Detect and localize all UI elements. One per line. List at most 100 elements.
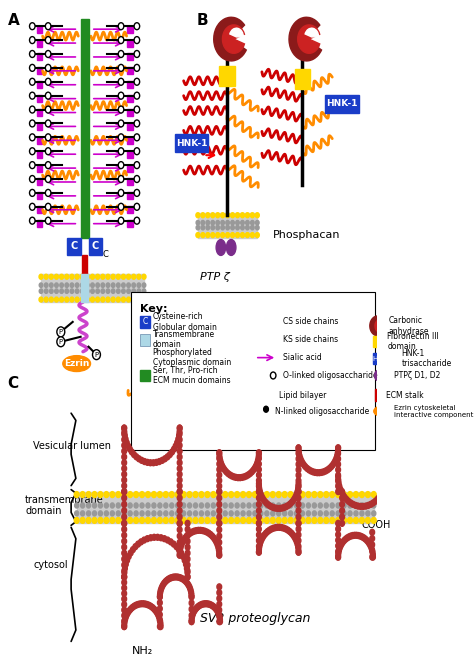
Circle shape (85, 275, 89, 279)
Text: ECM stalk: ECM stalk (386, 391, 423, 400)
Text: A: A (8, 13, 19, 28)
Circle shape (336, 543, 340, 549)
Circle shape (87, 511, 91, 516)
Circle shape (277, 503, 281, 508)
Circle shape (205, 503, 210, 508)
Circle shape (303, 464, 308, 470)
Circle shape (255, 220, 259, 225)
Circle shape (256, 538, 261, 544)
Circle shape (258, 539, 263, 544)
Circle shape (358, 504, 363, 510)
Circle shape (340, 520, 345, 526)
Circle shape (55, 275, 58, 279)
Circle shape (283, 503, 287, 508)
Circle shape (211, 535, 216, 541)
Circle shape (160, 457, 164, 463)
Circle shape (271, 505, 276, 511)
Circle shape (315, 470, 319, 476)
Circle shape (217, 503, 221, 508)
Circle shape (181, 576, 185, 582)
Circle shape (289, 503, 292, 508)
Circle shape (122, 460, 127, 466)
Circle shape (129, 449, 134, 455)
Circle shape (154, 459, 159, 465)
Circle shape (118, 51, 124, 57)
Circle shape (301, 511, 304, 516)
Circle shape (70, 289, 73, 294)
Circle shape (342, 494, 347, 500)
Circle shape (157, 606, 162, 612)
Circle shape (317, 470, 322, 476)
Circle shape (111, 283, 115, 287)
Circle shape (354, 492, 358, 498)
Circle shape (157, 618, 162, 624)
Text: C: C (91, 242, 99, 251)
Circle shape (319, 469, 324, 475)
Circle shape (206, 220, 210, 225)
Circle shape (163, 456, 167, 462)
Circle shape (70, 297, 74, 302)
Circle shape (134, 92, 140, 99)
Circle shape (217, 514, 222, 520)
Circle shape (157, 594, 162, 600)
Circle shape (214, 607, 219, 612)
Circle shape (365, 517, 370, 523)
Circle shape (256, 520, 261, 526)
Circle shape (264, 407, 268, 412)
Circle shape (216, 544, 220, 550)
Circle shape (334, 455, 339, 461)
Circle shape (173, 574, 177, 580)
Circle shape (289, 511, 292, 516)
Circle shape (177, 437, 182, 443)
Circle shape (46, 162, 51, 168)
Circle shape (231, 474, 236, 480)
Circle shape (182, 511, 186, 516)
Circle shape (253, 393, 257, 397)
Circle shape (29, 120, 35, 127)
Circle shape (217, 467, 222, 473)
Circle shape (122, 442, 127, 448)
Circle shape (137, 289, 141, 294)
Circle shape (75, 297, 79, 302)
Circle shape (139, 457, 144, 463)
Circle shape (188, 511, 191, 516)
Circle shape (253, 389, 257, 394)
Circle shape (176, 511, 180, 516)
Circle shape (253, 393, 257, 398)
Text: Fibronectin III
domain: Fibronectin III domain (387, 332, 439, 351)
Circle shape (336, 461, 340, 467)
Circle shape (81, 289, 84, 294)
Circle shape (155, 612, 160, 618)
Circle shape (296, 456, 301, 462)
Circle shape (383, 480, 388, 486)
Circle shape (134, 492, 138, 498)
Circle shape (152, 535, 156, 541)
Circle shape (117, 283, 120, 287)
Circle shape (371, 554, 375, 560)
Circle shape (182, 537, 186, 543)
Circle shape (29, 106, 35, 113)
Circle shape (255, 458, 260, 464)
Ellipse shape (383, 370, 389, 380)
Circle shape (250, 232, 255, 238)
Circle shape (46, 106, 51, 113)
Circle shape (327, 465, 332, 471)
Circle shape (298, 455, 303, 461)
Wedge shape (230, 28, 243, 37)
Circle shape (157, 600, 162, 606)
Circle shape (306, 511, 310, 516)
Circle shape (152, 606, 156, 612)
Circle shape (180, 539, 185, 545)
Circle shape (60, 289, 64, 294)
Circle shape (122, 283, 125, 287)
Circle shape (199, 492, 204, 498)
Text: P: P (94, 352, 99, 358)
Circle shape (230, 213, 235, 218)
Circle shape (231, 220, 234, 225)
Circle shape (273, 396, 277, 401)
Wedge shape (214, 17, 246, 61)
Circle shape (49, 297, 53, 302)
Circle shape (275, 525, 280, 531)
Circle shape (118, 36, 124, 44)
Circle shape (110, 492, 115, 498)
